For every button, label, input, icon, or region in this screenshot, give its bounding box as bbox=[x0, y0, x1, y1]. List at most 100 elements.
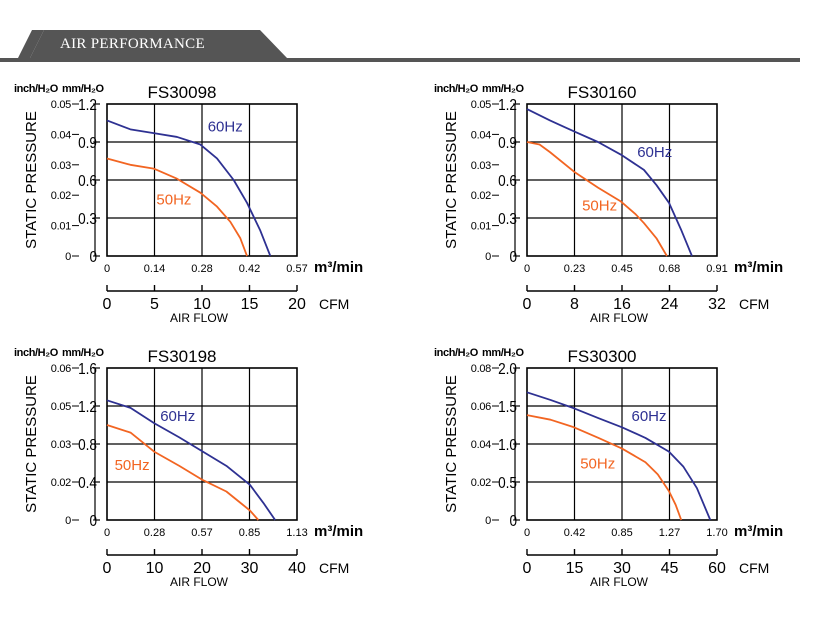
y-tick-label-inch: 0.05 bbox=[51, 99, 71, 111]
y-tick-label-inch: 0.01 bbox=[471, 221, 491, 233]
series-line-60hz bbox=[526, 108, 693, 257]
series-label-60hz: 60Hz bbox=[637, 144, 672, 161]
x-unit-cfm-label: CFM bbox=[319, 296, 349, 312]
y-axis-title: STATIC PRESSURE bbox=[443, 111, 460, 249]
y-tick-label-mm: 0.6 bbox=[498, 173, 517, 190]
x-tick-label-cfm: 0 bbox=[103, 296, 112, 313]
y-tick-label-mm: 1.0 bbox=[498, 437, 517, 454]
series-label-60hz: 60Hz bbox=[160, 408, 195, 425]
y-tick-label-mm: 0.3 bbox=[498, 211, 517, 228]
y-tick-label-mm: 2.0 bbox=[498, 361, 517, 378]
y-unit-inch-label: inch/H₂O bbox=[434, 347, 479, 359]
y-tick-label-inch: 0.03 bbox=[471, 160, 491, 172]
y-tick-label-inch: 0.01 bbox=[51, 221, 71, 233]
x-unit-cfm-label: CFM bbox=[319, 560, 349, 576]
series-line-60hz bbox=[106, 119, 272, 257]
series-line-60hz bbox=[526, 391, 712, 521]
plot-frame bbox=[526, 367, 718, 521]
chart-title: FS30160 bbox=[568, 83, 637, 102]
chart-title: FS30300 bbox=[568, 347, 637, 366]
y-tick-label-inch: 0 bbox=[485, 515, 491, 527]
x-tick-label-m3: 0.57 bbox=[286, 263, 307, 275]
series-label-60hz: 60Hz bbox=[208, 118, 243, 135]
chart-fs30198: inch/H₂O mm/H₂O FS30198 1.6 1.2 0.8 0.4 0 0.06 0.… bbox=[14, 347, 363, 589]
y-tick-label-inch: 0.04 bbox=[471, 439, 491, 451]
x-unit-cfm-label: CFM bbox=[739, 296, 769, 312]
x-tick-label-m3: 1.27 bbox=[659, 527, 680, 539]
x-tick-label-cfm: 32 bbox=[708, 296, 726, 313]
x-tick-label-m3: 0.85 bbox=[239, 527, 260, 539]
x-tick-label-cfm: 15 bbox=[241, 296, 259, 313]
y-tick-label-mm: 1.2 bbox=[78, 399, 97, 416]
x-tick-label-m3: 1.13 bbox=[286, 527, 307, 539]
y-tick-label-inch: 0.03 bbox=[51, 439, 71, 451]
x-unit-m3-label: m³/min bbox=[734, 523, 783, 540]
y-tick-label-mm: 0.9 bbox=[78, 135, 97, 152]
y-tick-label-mm: 0 bbox=[89, 249, 97, 266]
y-tick-label-mm: 0 bbox=[509, 513, 517, 530]
y-tick-label-inch: 0.02 bbox=[471, 477, 491, 489]
x-unit-cfm-label: CFM bbox=[739, 560, 769, 576]
chart-fs30160: inch/H₂O mm/H₂O FS30160 1.2 0.9 0.6 0.3 0 0.05 0.… bbox=[434, 83, 783, 325]
y-tick-label-mm: 0.4 bbox=[78, 475, 97, 492]
x-tick-label-cfm: 30 bbox=[613, 560, 631, 577]
x-axis-title: AIR FLOW bbox=[590, 575, 649, 589]
series-line-50hz bbox=[106, 424, 260, 521]
x-tick-label-m3: 0 bbox=[524, 263, 530, 275]
series-line-60hz bbox=[106, 399, 276, 521]
y-tick-label-inch: 0.04 bbox=[51, 129, 71, 141]
x-tick-label-cfm: 10 bbox=[146, 560, 164, 577]
y-tick-label-mm: 0.9 bbox=[498, 135, 517, 152]
y-tick-label-inch: 0.06 bbox=[471, 401, 491, 413]
y-tick-label-mm: 0.5 bbox=[498, 475, 517, 492]
x-tick-label-cfm: 0 bbox=[103, 560, 112, 577]
y-axis-title: STATIC PRESSURE bbox=[23, 111, 40, 249]
x-tick-label-cfm: 5 bbox=[150, 296, 159, 313]
x-tick-label-m3: 0.14 bbox=[144, 263, 165, 275]
x-tick-label-m3: 0.23 bbox=[564, 263, 585, 275]
x-tick-label-cfm: 60 bbox=[708, 560, 726, 577]
x-axis-title: AIR FLOW bbox=[170, 575, 229, 589]
x-tick-label-m3: 0.28 bbox=[191, 263, 212, 275]
series-label-50hz: 50Hz bbox=[580, 455, 615, 472]
y-tick-label-inch: 0.06 bbox=[51, 363, 71, 375]
x-axis-title: AIR FLOW bbox=[170, 311, 229, 325]
x-tick-label-m3: 0.85 bbox=[611, 527, 632, 539]
series-line-50hz bbox=[106, 157, 248, 257]
x-tick-label-m3: 1.70 bbox=[706, 527, 727, 539]
x-tick-label-cfm: 24 bbox=[661, 296, 679, 313]
section-title: AIR PERFORMANCE bbox=[60, 36, 205, 52]
y-unit-inch-label: inch/H₂O bbox=[14, 83, 59, 95]
x-tick-label-m3: 0.42 bbox=[564, 527, 585, 539]
x-tick-label-m3: 0.45 bbox=[611, 263, 632, 275]
y-tick-label-mm: 1.2 bbox=[498, 97, 517, 114]
series-label-50hz: 50Hz bbox=[156, 191, 191, 208]
x-tick-label-cfm: 20 bbox=[193, 560, 211, 577]
y-tick-label-mm: 1.6 bbox=[78, 361, 97, 378]
y-tick-label-mm: 0.8 bbox=[78, 437, 97, 454]
series-label-60hz: 60Hz bbox=[632, 408, 667, 425]
y-unit-mm-label: mm/H₂O bbox=[482, 83, 524, 95]
y-tick-label-inch: 0.05 bbox=[51, 401, 71, 413]
y-tick-label-mm: 0 bbox=[509, 249, 517, 266]
x-tick-label-m3: 0 bbox=[104, 527, 110, 539]
x-tick-label-cfm: 20 bbox=[288, 296, 306, 313]
x-unit-m3-label: m³/min bbox=[314, 259, 363, 276]
y-tick-label-mm: 1.2 bbox=[78, 97, 97, 114]
series-label-50hz: 50Hz bbox=[115, 457, 150, 474]
y-unit-mm-label: mm/H₂O bbox=[62, 347, 104, 359]
y-unit-mm-label: mm/H₂O bbox=[62, 83, 104, 95]
series-line-50hz bbox=[526, 141, 668, 257]
y-tick-label-inch: 0.02 bbox=[471, 190, 491, 202]
y-axis-title: STATIC PRESSURE bbox=[23, 375, 40, 513]
y-tick-label-inch: 0.03 bbox=[51, 160, 71, 172]
y-tick-label-inch: 0.04 bbox=[471, 129, 491, 141]
chart-title: FS30198 bbox=[148, 347, 217, 366]
x-tick-label-cfm: 40 bbox=[288, 560, 306, 577]
y-tick-label-mm: 0.3 bbox=[78, 211, 97, 228]
x-tick-label-cfm: 45 bbox=[661, 560, 679, 577]
header-tab bbox=[18, 30, 287, 58]
y-tick-label-mm: 1.5 bbox=[498, 399, 517, 416]
x-tick-label-m3: 0.91 bbox=[706, 263, 727, 275]
x-tick-label-m3: 0.57 bbox=[191, 527, 212, 539]
